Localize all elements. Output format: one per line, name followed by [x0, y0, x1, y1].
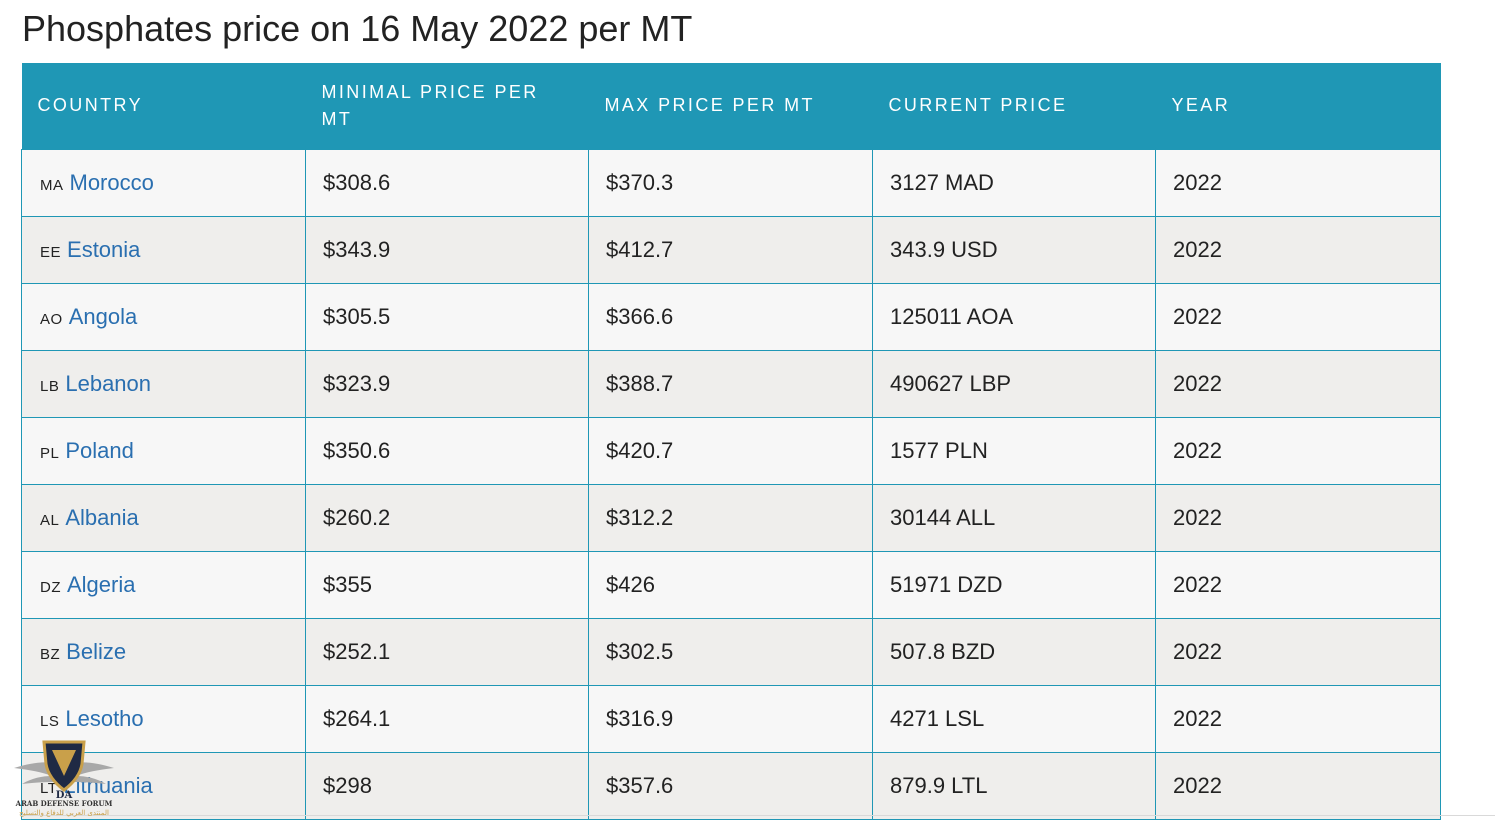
country-cell: PL Poland [21, 416, 306, 485]
max-price-cell: $370.3 [588, 148, 873, 217]
current-price-cell: 507.8 BZD [872, 617, 1156, 686]
country-cell: LB Lebanon [21, 349, 306, 418]
current-price-cell: 490627 LBP [872, 349, 1156, 418]
country-cell: MA Morocco [21, 148, 306, 217]
table-row: LS Lesotho $264.1 $316.9 4271 LSL 2022 [21, 684, 1441, 753]
country-link[interactable]: Angola [68, 303, 138, 329]
table-row: BZ Belize $252.1 $302.5 507.8 BZD 2022 [21, 617, 1441, 686]
min-price-cell: $350.6 [305, 416, 589, 485]
country-code: AL [40, 511, 60, 529]
table-row: EE Estonia $343.9 $412.7 343.9 USD 2022 [21, 215, 1441, 284]
country-link[interactable]: Poland [65, 437, 134, 463]
country-code: DZ [40, 578, 61, 596]
min-price-cell: $308.6 [305, 148, 589, 217]
min-price-cell: $355 [305, 550, 589, 619]
year-cell: 2022 [1155, 684, 1441, 753]
current-price-cell: 4271 LSL [872, 684, 1156, 753]
country-link[interactable]: Lebanon [65, 370, 152, 396]
min-price-cell: $298 [305, 751, 589, 820]
table-row: DZ Algeria $355 $426 51971 DZD 2022 [21, 550, 1441, 619]
table-body: MA Morocco $308.6 $370.3 3127 MAD 2022 EE… [21, 148, 1441, 820]
country-code: PL [40, 444, 60, 462]
year-cell: 2022 [1155, 751, 1441, 820]
max-price-cell: $420.7 [588, 416, 873, 485]
year-cell: 2022 [1155, 550, 1441, 619]
table-row: MA Morocco $308.6 $370.3 3127 MAD 2022 [21, 148, 1441, 217]
table-row: AO Angola $305.5 $366.6 125011 AOA 2022 [21, 282, 1441, 351]
max-price-cell: $312.2 [588, 483, 873, 552]
year-cell: 2022 [1155, 148, 1441, 217]
max-price-cell: $366.6 [588, 282, 873, 351]
country-code: BZ [40, 645, 61, 663]
min-price-cell: $264.1 [305, 684, 589, 753]
header-row: COUNTRY MINIMAL PRICE PER MT MAX PRICE P… [21, 63, 1441, 149]
min-price-cell: $252.1 [305, 617, 589, 686]
year-cell: 2022 [1155, 483, 1441, 552]
country-link[interactable]: Albania [65, 504, 139, 530]
country-code: EE [40, 243, 62, 261]
year-cell: 2022 [1155, 215, 1441, 284]
header-country: COUNTRY [21, 63, 306, 149]
year-cell: 2022 [1155, 282, 1441, 351]
current-price-cell: 3127 MAD [872, 148, 1156, 217]
min-price-cell: $260.2 [305, 483, 589, 552]
country-code: LS [40, 712, 60, 730]
country-code: MA [40, 176, 64, 194]
table-row: LT Lithuania $298 $357.6 879.9 LTL 2022 [21, 751, 1441, 820]
table-row: LB Lebanon $323.9 $388.7 490627 LBP 2022 [21, 349, 1441, 418]
current-price-cell: 51971 DZD [872, 550, 1156, 619]
current-price-cell: 125011 AOA [872, 282, 1156, 351]
year-cell: 2022 [1155, 416, 1441, 485]
header-current-price: CURRENT PRICE [872, 63, 1156, 149]
min-price-cell: $305.5 [305, 282, 589, 351]
table-row: AL Albania $260.2 $312.2 30144 ALL 2022 [21, 483, 1441, 552]
min-price-cell: $323.9 [305, 349, 589, 418]
price-table: COUNTRY MINIMAL PRICE PER MT MAX PRICE P… [21, 63, 1441, 820]
current-price-cell: 343.9 USD [872, 215, 1156, 284]
country-cell: AO Angola [21, 282, 306, 351]
header-year: YEAR [1155, 63, 1441, 149]
max-price-cell: $388.7 [588, 349, 873, 418]
country-cell: BZ Belize [21, 617, 306, 686]
max-price-cell: $357.6 [588, 751, 873, 820]
min-price-cell: $343.9 [305, 215, 589, 284]
country-cell: LS Lesotho [21, 684, 306, 753]
year-cell: 2022 [1155, 349, 1441, 418]
table-header: COUNTRY MINIMAL PRICE PER MT MAX PRICE P… [21, 63, 1441, 149]
country-code: AO [40, 310, 63, 328]
country-link[interactable]: Belize [66, 638, 127, 664]
current-price-cell: 1577 PLN [872, 416, 1156, 485]
country-code: LT [40, 779, 58, 797]
country-cell: DZ Algeria [21, 550, 306, 619]
country-cell: AL Albania [21, 483, 306, 552]
country-cell: LT Lithuania [21, 751, 306, 820]
max-price-cell: $302.5 [588, 617, 873, 686]
current-price-cell: 879.9 LTL [872, 751, 1156, 820]
header-max-price: MAX PRICE PER MT [588, 63, 873, 149]
bottom-divider [21, 815, 1495, 816]
country-link[interactable]: Morocco [69, 169, 154, 195]
table-row: PL Poland $350.6 $420.7 1577 PLN 2022 [21, 416, 1441, 485]
max-price-cell: $316.9 [588, 684, 873, 753]
country-link[interactable]: Algeria [67, 571, 136, 597]
country-link[interactable]: Lesotho [65, 705, 144, 731]
page-title: Phosphates price on 16 May 2022 per MT [22, 8, 693, 49]
country-code: LB [40, 377, 60, 395]
max-price-cell: $426 [588, 550, 873, 619]
country-cell: EE Estonia [21, 215, 306, 284]
header-min-price: MINIMAL PRICE PER MT [305, 63, 589, 149]
country-link[interactable]: Lithuania [63, 772, 153, 798]
max-price-cell: $412.7 [588, 215, 873, 284]
country-link[interactable]: Estonia [67, 236, 141, 262]
current-price-cell: 30144 ALL [872, 483, 1156, 552]
year-cell: 2022 [1155, 617, 1441, 686]
